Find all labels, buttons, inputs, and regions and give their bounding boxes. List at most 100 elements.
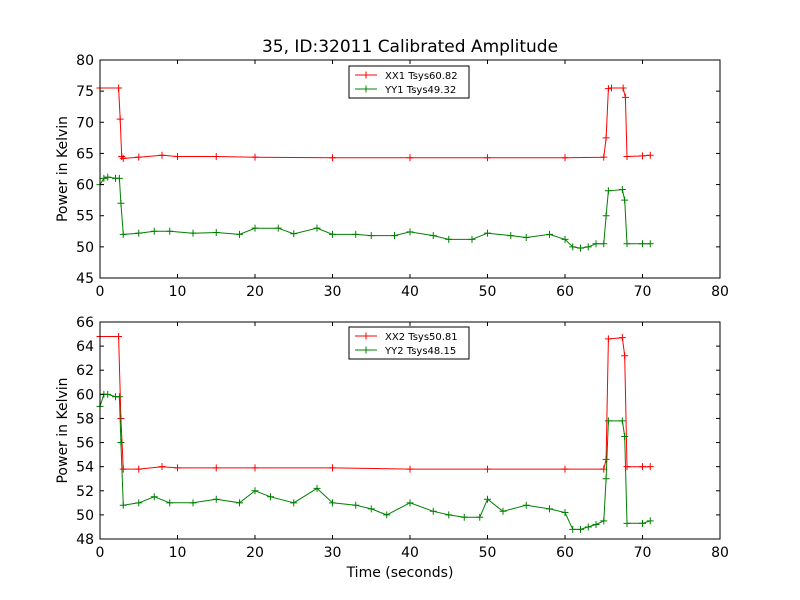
point-xx2	[623, 463, 631, 471]
point-yy1	[639, 240, 646, 248]
point-xx2	[604, 335, 612, 343]
point-yy2	[236, 499, 243, 507]
x-tick-label: 70	[634, 545, 652, 561]
legend-label-xx2: XX2 Tsys50.81	[385, 332, 458, 343]
point-xx2	[158, 463, 166, 471]
y-tick-label: 75	[76, 84, 94, 100]
point-yy1	[189, 229, 197, 237]
point-yy1	[618, 186, 626, 194]
point-xx1	[329, 154, 336, 162]
x-axis-label: Time (seconds)	[346, 565, 454, 581]
x-tick-label: 10	[169, 545, 187, 561]
point-yy2	[604, 417, 612, 425]
point-yy2	[313, 484, 321, 492]
point-yy2	[329, 499, 336, 507]
point-yy2	[383, 511, 391, 519]
y-tick-label: 66	[76, 315, 94, 331]
legend-marker-yy2	[362, 346, 370, 354]
point-yy1	[604, 187, 612, 195]
point-yy2	[639, 519, 646, 527]
y-tick-label: 48	[76, 532, 94, 548]
point-yy2	[115, 393, 123, 401]
point-yy1	[352, 230, 360, 238]
point-xx1	[604, 85, 612, 93]
point-xx2	[329, 464, 336, 472]
legend-marker-xx1	[362, 71, 370, 79]
point-xx1	[623, 153, 631, 161]
point-yy2	[119, 501, 127, 509]
x-tick-label: 30	[324, 284, 342, 300]
point-yy1	[104, 173, 112, 181]
point-yy2	[406, 499, 414, 507]
point-yy2	[569, 525, 577, 533]
x-tick-label: 20	[246, 545, 264, 561]
point-xx2	[639, 463, 646, 471]
point-xx1	[561, 154, 569, 162]
point-yy1	[621, 196, 629, 204]
point-yy2	[584, 523, 592, 531]
point-yy1	[135, 229, 143, 237]
point-xx2	[621, 352, 629, 360]
point-yy1	[274, 224, 282, 232]
point-yy1	[577, 244, 584, 252]
point-xx1	[406, 154, 414, 162]
point-xx1	[646, 151, 654, 159]
y-tick-label: 65	[76, 146, 94, 162]
x-tick-label: 40	[401, 545, 419, 561]
point-yy2	[484, 495, 491, 503]
point-xx2	[212, 464, 220, 472]
point-yy2	[212, 495, 220, 503]
point-yy1	[546, 230, 553, 238]
x-tick-label: 0	[96, 284, 105, 300]
y-tick-label: 60	[76, 387, 94, 403]
y-tick-label: 58	[76, 411, 94, 427]
point-yy2	[577, 525, 584, 533]
point-yy1	[569, 243, 577, 251]
point-yy2	[367, 505, 375, 513]
point-xx1	[158, 151, 166, 159]
x-tick-label: 60	[556, 545, 574, 561]
point-yy1	[623, 240, 631, 248]
point-yy2	[267, 493, 274, 501]
x-tick-label: 50	[479, 284, 497, 300]
point-yy2	[189, 499, 197, 507]
x-tick-label: 60	[556, 284, 574, 300]
y-tick-label: 64	[76, 339, 94, 355]
legend-marker-xx2	[362, 332, 370, 340]
y-tick-label: 60	[76, 178, 94, 194]
y-tick-label: 45	[76, 271, 94, 287]
y-axis-label-bottom: Power in Kelvin	[55, 377, 71, 483]
y-tick-label: 62	[76, 363, 94, 379]
x-tick-label: 80	[711, 284, 729, 300]
point-yy1	[166, 227, 174, 235]
point-xx2	[174, 464, 181, 472]
point-xx1	[116, 115, 124, 123]
point-xx1	[639, 152, 646, 160]
point-yy2	[476, 513, 484, 521]
point-yy1	[115, 174, 123, 182]
point-yy2	[429, 507, 437, 515]
point-yy2	[618, 417, 626, 425]
point-xx2	[602, 455, 610, 463]
point-yy1	[445, 235, 453, 243]
x-tick-label: 40	[401, 284, 419, 300]
point-yy2	[117, 439, 125, 447]
point-yy2	[352, 501, 360, 509]
point-xx1	[602, 134, 610, 142]
point-yy1	[119, 230, 127, 238]
point-yy2	[546, 505, 553, 513]
point-yy1	[117, 199, 125, 207]
point-yy2	[602, 475, 610, 483]
point-xx2	[484, 465, 491, 473]
point-yy2	[150, 493, 158, 501]
point-yy2	[445, 511, 453, 519]
point-xx1	[212, 153, 220, 161]
point-xx2	[117, 414, 125, 422]
x-tick-label: 0	[96, 545, 105, 561]
point-xx1	[600, 153, 608, 161]
point-yy2	[251, 487, 259, 495]
point-yy1	[329, 230, 336, 238]
x-tick-label: 10	[169, 284, 187, 300]
point-yy1	[212, 229, 220, 237]
legend-label-yy2: YY2 Tsys48.15	[384, 346, 456, 357]
